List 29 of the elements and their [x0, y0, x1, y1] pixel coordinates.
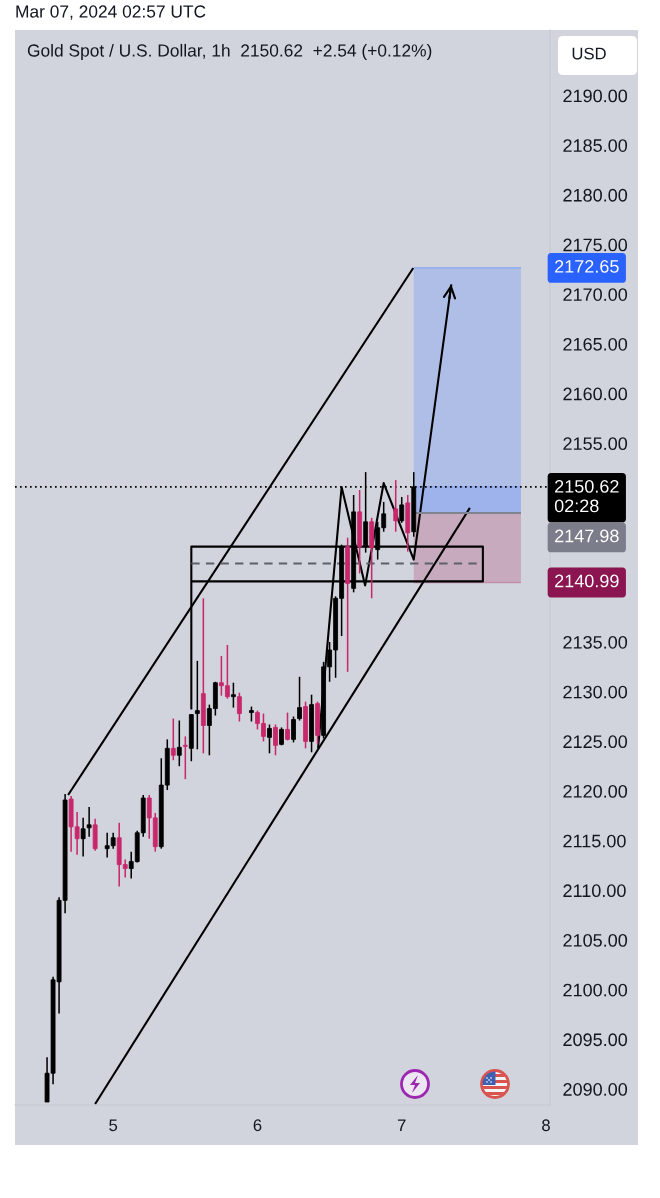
y-tick-label: 2130.00	[563, 685, 628, 699]
y-tick-label: 2110.00	[563, 884, 626, 898]
data-label: 2147.98	[555, 529, 619, 543]
ref-line-label: 2150.62 02:28	[554, 480, 619, 513]
y-tick-label: 2170.00	[563, 288, 628, 301]
text: USD	[572, 47, 606, 60]
x-tick-label: 8	[542, 1119, 550, 1132]
text: Mar 07, 2024 02:57 UTC	[16, 5, 206, 20]
data-label: 2140.99	[555, 574, 619, 588]
y-tick-label: 2160.00	[563, 387, 628, 401]
y-tick-label: 2165.00	[563, 337, 628, 351]
y-tick-label: 2105.00	[563, 934, 628, 947]
y-tick-label: 2190.00	[563, 89, 628, 103]
y-tick-label: 2120.00	[563, 784, 628, 798]
data-label: 2172.65	[555, 260, 619, 273]
y-tick-label: 2090.00	[563, 1083, 628, 1096]
y-tick-label: 2180.00	[563, 188, 628, 202]
x-tick-label: 7	[397, 1119, 406, 1131]
x-tick-label: 6	[253, 1119, 262, 1132]
y-tick-label: 2175.00	[563, 238, 628, 252]
x-tick-label: 5	[109, 1119, 118, 1132]
text: Gold Spot / U.S. Dollar, 1h 2150.62 +2.54 (+0.12%)	[27, 43, 432, 61]
y-tick-label: 2185.00	[563, 139, 628, 152]
y-tick-label: 2095.00	[563, 1033, 628, 1047]
y-tick-label: 2155.00	[563, 437, 628, 451]
y-tick-label: 2125.00	[563, 735, 628, 749]
y-tick-label: 2100.00	[563, 983, 628, 997]
y-tick-label: 2135.00	[563, 635, 628, 649]
y-tick-label: 2115.00	[563, 834, 626, 848]
